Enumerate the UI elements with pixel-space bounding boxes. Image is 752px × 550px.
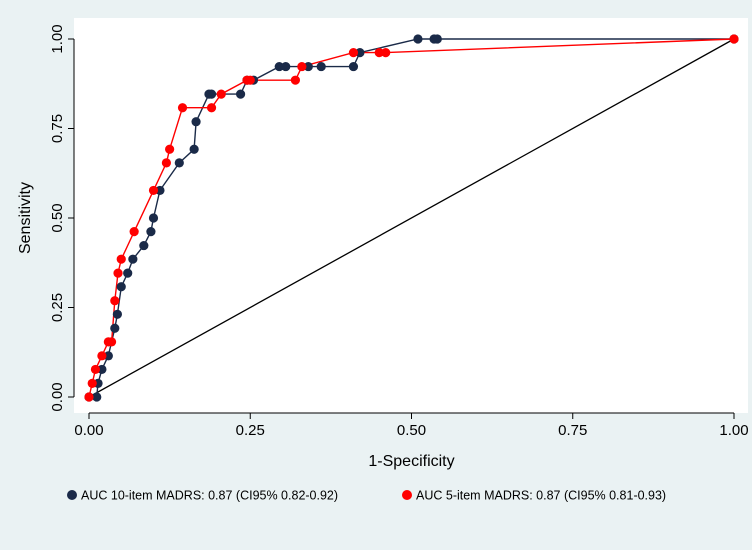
point-10-item-16	[191, 117, 201, 127]
point-5-item-15	[216, 89, 226, 99]
point-10-item-14	[174, 158, 184, 168]
point-10-item-4	[103, 351, 113, 361]
point-5-item-9	[129, 227, 139, 237]
y-tick-label-3: 0.75	[49, 114, 66, 143]
point-5-item-11	[161, 158, 171, 168]
point-5-item-10	[148, 185, 159, 196]
reference-line-layer	[88, 38, 735, 398]
point-5-item-13	[177, 103, 188, 113]
y-tick-label-0: 0.00	[49, 382, 66, 411]
x-tick-label-3: 0.75	[558, 422, 587, 439]
point-10-item-9	[128, 254, 138, 264]
point-10-item-27	[355, 48, 365, 58]
point-5-item-7	[113, 268, 123, 278]
point-10-item-24	[303, 61, 313, 72]
ticks-layer: 0.00 0.25 0.50 0.75 1.00 0.00 0.25 0.50 0.75 1.00	[49, 24, 749, 439]
series-layer	[84, 34, 739, 402]
point-5-item-8	[116, 254, 126, 264]
point-10-item-10	[139, 240, 149, 251]
point-10-item-7	[116, 282, 126, 292]
point-10-item-8	[123, 268, 133, 278]
x-tick-label-4: 1.00	[719, 422, 748, 439]
point-10-item-19	[235, 89, 246, 99]
y-tick-label-1: 0.25	[49, 293, 66, 322]
point-5-item-20	[348, 48, 359, 58]
legend-marker-10-item	[67, 490, 77, 500]
point-10-item-30	[432, 34, 442, 44]
point-5-item-3	[97, 351, 107, 361]
point-10-item-1	[92, 392, 102, 402]
point-10-item-18	[206, 89, 217, 99]
point-10-item-11	[146, 227, 156, 237]
point-5-item-22	[381, 48, 391, 58]
point-10-item-28	[413, 34, 423, 44]
y-tick-label-2: 0.50	[49, 203, 66, 232]
y-axis-title: Sensitivity	[17, 182, 34, 254]
point-5-item-5	[106, 337, 117, 347]
point-5-item-12	[165, 144, 175, 154]
point-10-item-25	[316, 61, 326, 72]
x-tick-label-1: 0.25	[236, 422, 265, 439]
point-5-item-14	[206, 103, 217, 113]
legend-label-5-item: AUC 5-item MADRS: 0.87 (CI95% 0.81-0.93)	[416, 489, 666, 503]
point-10-item-12	[148, 213, 159, 223]
x-axis-title: 1-Specificity	[368, 453, 454, 470]
plot-area	[74, 18, 748, 413]
point-5-item-18	[290, 75, 300, 85]
point-5-item-6	[110, 296, 120, 306]
point-10-item-15	[189, 144, 199, 154]
legend-marker-5-item	[402, 490, 412, 500]
point-10-item-3	[97, 364, 107, 375]
point-10-item-6	[112, 309, 122, 319]
point-10-item-5	[110, 323, 120, 333]
point-10-item-23	[281, 61, 291, 72]
point-5-item-23	[729, 34, 739, 44]
y-tick-label-4: 1.00	[49, 24, 66, 53]
point-5-item-19	[297, 61, 307, 72]
legend-label-10-item: AUC 10-item MADRS: 0.87 (CI95% 0.82-0.92…	[81, 489, 338, 503]
x-tick-label-0: 0.00	[74, 422, 103, 439]
reference-line	[88, 38, 735, 398]
point-10-item-22	[274, 61, 284, 72]
point-10-item-13	[155, 185, 165, 196]
legend: AUC 10-item MADRS: 0.87 (CI95% 0.82-0.92…	[67, 489, 666, 503]
x-tick-label-2: 0.50	[397, 422, 426, 439]
point-5-item-0	[84, 392, 94, 402]
point-10-item-26	[348, 61, 359, 72]
point-5-item-1	[87, 378, 97, 388]
point-5-item-17	[245, 75, 255, 85]
point-5-item-2	[90, 364, 101, 375]
point-5-item-21	[374, 48, 384, 58]
